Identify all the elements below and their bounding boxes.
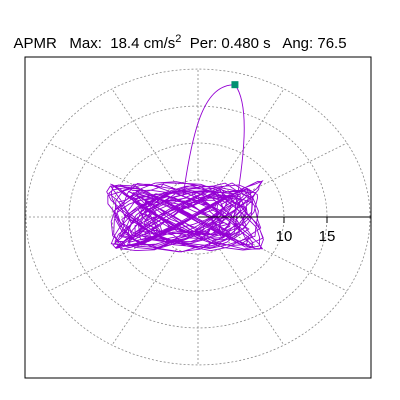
grid-spoke: [219, 88, 285, 186]
grid-spoke: [235, 142, 348, 199]
motion-trace: [106, 84, 264, 253]
plot-header: APMR Max: 18.4 cm/s2 Per: 0.480 s Ang: 7…: [6, 18, 347, 52]
tick-label: 15: [319, 228, 336, 245]
site-code: APMR: [13, 35, 57, 52]
grid-spoke: [48, 142, 161, 199]
max-label: Max:: [69, 35, 102, 52]
period-label: Per:: [189, 35, 218, 52]
max-value: 18.4 cm/s: [110, 35, 176, 52]
angle-value: 76.5: [317, 35, 347, 52]
angle-label: Ang:: [282, 35, 314, 52]
tick-label: 10: [276, 228, 293, 245]
trace-excursion: [182, 84, 245, 223]
trace-path: [106, 180, 264, 253]
period-value: 0.480 s: [221, 35, 271, 52]
max-unit-exponent: 2: [175, 33, 182, 45]
grid-spoke: [111, 88, 177, 186]
max-marker: [231, 81, 239, 89]
radial-ticks: 10 15: [276, 217, 336, 245]
grid-spoke: [235, 235, 348, 292]
grid-spoke: [111, 248, 177, 346]
grid-spoke: [219, 248, 285, 346]
